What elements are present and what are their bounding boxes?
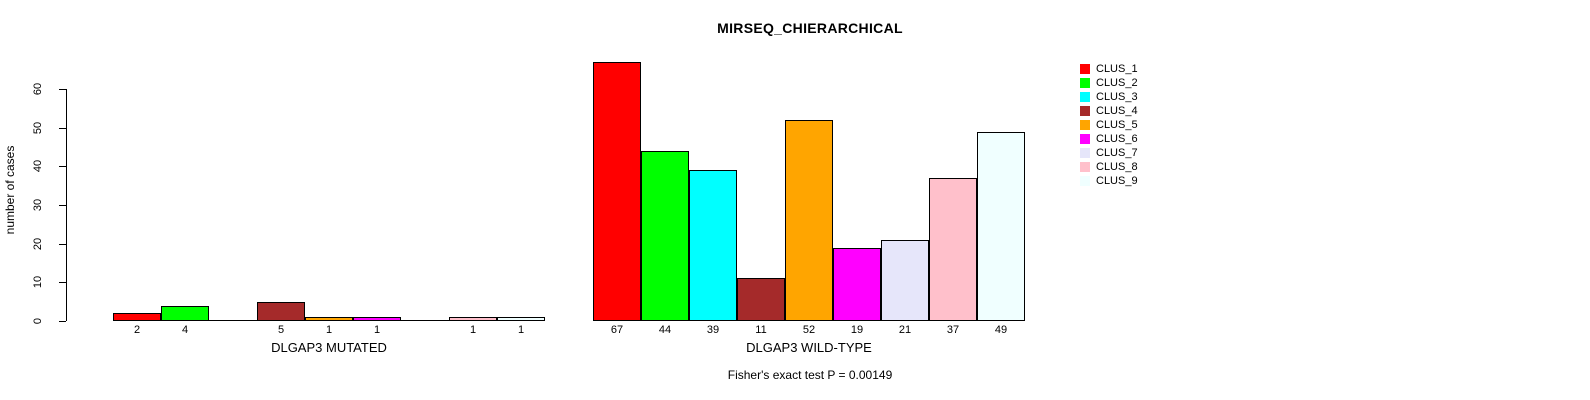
bar-value-label: 44 [658,324,672,336]
legend-label-clus_6: CLUS_6 [1096,133,1138,145]
y-axis-tick-label: 40 [32,160,44,173]
bar-clus_9-group2 [977,131,1025,321]
legend-swatch-clus_6 [1080,134,1090,144]
bar-value-label: 67 [610,324,624,336]
legend-label-clus_2: CLUS_2 [1096,77,1138,89]
bar-value-label: 49 [994,324,1008,336]
y-axis-tick-label: 20 [32,237,44,250]
y-axis-tick-label: 10 [32,276,44,289]
legend-label-clus_1: CLUS_1 [1096,63,1138,75]
zero-bar-clus_7-group1 [401,320,449,321]
legend-swatch-clus_7 [1080,148,1090,158]
group-label-2: DLGAP3 WILD-TYPE [746,340,872,355]
y-axis-tick [59,89,66,90]
bar-clus_1-group1 [113,313,161,321]
bar-value-label: 1 [517,324,525,336]
bar-clus_4-group2 [737,278,785,321]
zero-bar-clus_3-group1 [209,320,257,321]
y-axis-tick [59,205,66,206]
bar-clus_6-group1 [353,317,401,321]
bar-value-label: 37 [946,324,960,336]
y-axis-label: number of cases [3,145,17,235]
bar-clus_8-group2 [929,177,977,321]
y-axis-tick [59,243,66,245]
bar-value-label: 19 [850,324,864,336]
legend-swatch-clus_8 [1080,162,1090,172]
bar-value-label: 1 [469,324,477,336]
chart-title: MIRSEQ_CHIERARCHICAL [717,20,903,36]
bar-clus_8-group1 [449,317,497,321]
bar-clus_9-group1 [497,317,545,321]
bar-clus_1-group2 [593,61,641,321]
bar-value-label: 1 [373,324,381,336]
legend-label-clus_9: CLUS_9 [1096,175,1138,187]
y-axis-tick [59,282,66,284]
bar-clus_2-group2 [641,150,689,321]
bar-value-label: 21 [898,324,912,336]
bar-value-label: 52 [802,324,816,336]
y-axis-tick [59,127,66,129]
legend-swatch-clus_3 [1080,92,1090,102]
bar-value-label: 1 [325,324,333,336]
bar-clus_6-group2 [833,247,881,321]
bar-value-label: 11 [755,324,767,336]
bar-clus_4-group1 [257,301,305,321]
legend-swatch-clus_1 [1080,64,1090,74]
bar-clus_5-group1 [305,317,353,321]
bar-value-label: 4 [181,324,189,336]
y-axis-tick [59,321,66,322]
legend-label-clus_5: CLUS_5 [1096,119,1138,131]
bar-clus_5-group2 [785,119,833,321]
bar-clus_3-group2 [689,170,737,321]
legend-label-clus_4: CLUS_4 [1096,105,1138,117]
bar-clus_7-group2 [881,239,929,321]
y-axis-tick-label: 50 [32,121,44,134]
legend-swatch-clus_2 [1080,78,1090,88]
bar-clus_2-group1 [161,305,209,321]
legend-label-clus_7: CLUS_7 [1096,147,1138,159]
legend-swatch-clus_9 [1080,176,1090,186]
bar-value-label: 39 [706,324,720,336]
bar-value-label: 5 [277,324,285,336]
legend-swatch-clus_5 [1080,120,1090,130]
y-axis-tick-label: 60 [32,82,44,96]
y-axis-tick-label: 30 [32,198,44,212]
bar-value-label: 2 [133,324,141,336]
group-label-1: DLGAP3 MUTATED [271,340,387,355]
legend-label-clus_3: CLUS_3 [1096,91,1138,103]
y-axis-line [66,89,67,321]
fisher-test-caption: Fisher's exact test P = 0.00149 [727,368,893,382]
legend-label-clus_8: CLUS_8 [1096,161,1138,173]
y-axis-tick [59,166,66,168]
y-axis-tick-label: 0 [32,317,44,325]
legend-swatch-clus_4 [1080,106,1090,116]
